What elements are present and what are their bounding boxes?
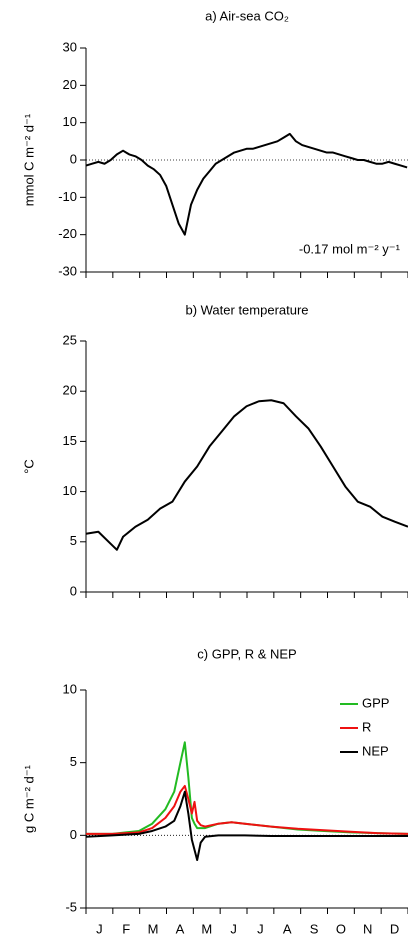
x-tick-label: M bbox=[148, 921, 159, 936]
chart-title: b) Water temperature bbox=[185, 302, 308, 317]
chart-title: a) Air-sea CO₂ bbox=[205, 8, 289, 23]
data-line bbox=[85, 132, 408, 236]
y-tick-label: 0 bbox=[70, 827, 77, 842]
x-tick-label: D bbox=[390, 921, 399, 936]
legend-label: R bbox=[362, 719, 371, 734]
y-tick-label: 15 bbox=[63, 433, 77, 448]
data-line bbox=[85, 399, 408, 551]
x-tick-label: A bbox=[176, 921, 185, 936]
data-line bbox=[85, 790, 408, 862]
y-axis-label: g C m⁻² d⁻¹ bbox=[21, 764, 36, 833]
x-tick-label: O bbox=[336, 921, 346, 936]
y-axis-label: °C bbox=[21, 459, 36, 474]
y-tick-label: 10 bbox=[63, 114, 77, 129]
x-tick-label: J bbox=[96, 921, 103, 936]
data-line bbox=[86, 741, 408, 835]
y-tick-label: 5 bbox=[70, 754, 77, 769]
annotation: -0.17 mol m⁻² y⁻¹ bbox=[299, 241, 401, 256]
y-tick-label: 5 bbox=[70, 533, 77, 548]
legend-label: GPP bbox=[362, 695, 389, 710]
data-line bbox=[86, 784, 408, 835]
x-tick-label: A bbox=[283, 921, 292, 936]
y-tick-label: 20 bbox=[63, 383, 77, 398]
y-tick-label: 0 bbox=[70, 583, 77, 598]
x-tick-label: J bbox=[230, 921, 237, 936]
x-tick-label: M bbox=[201, 921, 212, 936]
y-axis-label: mmol C m⁻² d⁻¹ bbox=[21, 113, 36, 206]
y-tick-label: 0 bbox=[70, 151, 77, 166]
y-tick-label: 25 bbox=[63, 332, 77, 347]
x-tick-label: F bbox=[122, 921, 130, 936]
y-tick-label: 30 bbox=[63, 39, 77, 54]
legend-label: NEP bbox=[362, 743, 389, 758]
y-tick-label: 10 bbox=[63, 681, 77, 696]
y-tick-label: -10 bbox=[58, 189, 77, 204]
y-tick-label: -5 bbox=[65, 899, 77, 914]
chart-title: c) GPP, R & NEP bbox=[197, 646, 296, 661]
y-tick-label: 20 bbox=[63, 77, 77, 92]
y-tick-label: -30 bbox=[58, 263, 77, 278]
x-tick-label: N bbox=[363, 921, 372, 936]
y-tick-label: -20 bbox=[58, 226, 77, 241]
x-tick-label: J bbox=[257, 921, 264, 936]
y-tick-label: 10 bbox=[63, 483, 77, 498]
x-tick-label: S bbox=[310, 921, 319, 936]
